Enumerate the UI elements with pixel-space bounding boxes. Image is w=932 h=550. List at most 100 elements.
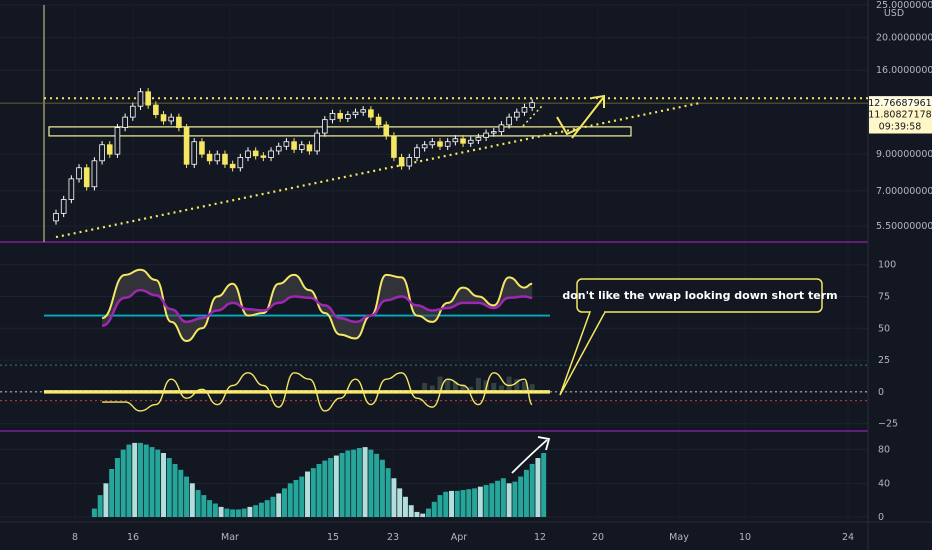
- candle-body: [483, 132, 489, 138]
- hist-bar: [258, 502, 264, 517]
- price-pane[interactable]: [0, 5, 868, 242]
- hist-bar: [339, 453, 345, 517]
- candle-body: [122, 116, 128, 128]
- candle-body: [137, 91, 144, 107]
- candle-body: [145, 91, 151, 106]
- hist-bar: [374, 453, 380, 517]
- svg-text:09:39:58: 09:39:58: [879, 122, 922, 133]
- candle-body: [298, 144, 305, 150]
- osc-bg-bar: [521, 381, 527, 392]
- callout-box[interactable]: [576, 278, 823, 313]
- candle-body: [76, 167, 82, 180]
- hist-bar: [379, 459, 385, 517]
- candle-body: [398, 157, 405, 167]
- time-tick-label: 16: [127, 532, 139, 543]
- candle-body: [214, 153, 221, 162]
- candle-body: [429, 141, 436, 146]
- hist-bar: [414, 511, 420, 517]
- hist-bar: [345, 450, 351, 517]
- price-tick-label: 20.00000000: [876, 33, 932, 44]
- hist-bar: [368, 449, 374, 517]
- currency-label: USD: [884, 8, 904, 19]
- hist-bar: [166, 458, 172, 517]
- hist-bar: [449, 490, 454, 517]
- osc-bg-bar: [429, 385, 435, 392]
- hist-bar: [385, 468, 391, 517]
- hist-bar: [143, 444, 149, 517]
- hist-bar: [512, 481, 518, 517]
- hist-bar: [472, 488, 478, 517]
- time-scale[interactable]: 8 16 Mar 15 23 Apr 12 20 May 10 24: [72, 532, 854, 543]
- candle-body: [260, 155, 267, 158]
- hist-bar: [437, 495, 443, 517]
- time-tick-label: 10: [739, 532, 751, 543]
- candle-body: [321, 119, 328, 134]
- candle-body: [406, 157, 413, 167]
- hist-bar: [103, 483, 109, 517]
- hist-bar: [138, 442, 143, 517]
- osc-tick-label: −25: [878, 419, 898, 430]
- hist-bar: [310, 468, 316, 517]
- svg-text:12.76687961: 12.76687961: [868, 98, 931, 109]
- hist-bar: [201, 495, 207, 517]
- hist-bar: [477, 486, 483, 517]
- osc-bg-bar: [529, 384, 535, 392]
- hist-bar: [184, 476, 190, 517]
- time-tick-label: Apr: [451, 532, 468, 543]
- up-arrow-head-icon: [591, 94, 605, 108]
- hist-bar: [230, 509, 236, 517]
- candle-body: [437, 141, 443, 147]
- series-1-line: [101, 268, 533, 343]
- hist-bar: [356, 447, 362, 517]
- candle-body: [529, 102, 535, 108]
- svg-text:11.80827178: 11.80827178: [868, 110, 931, 121]
- osc-tick-label: 50: [878, 323, 890, 334]
- price-tick-label: 7.00000000: [876, 186, 932, 197]
- price-scale[interactable]: USD 25.00000000 20.00000000 16.00000000 9.0…: [876, 0, 932, 523]
- hist-bar: [506, 483, 512, 517]
- hist-bar: [212, 503, 218, 517]
- osc-bg-bar: [498, 385, 504, 392]
- hist-bar: [299, 476, 305, 517]
- candle-body: [329, 112, 336, 121]
- candle-body: [421, 144, 428, 149]
- candle-body: [368, 109, 374, 118]
- candle-body: [352, 111, 359, 116]
- candle-body: [467, 139, 474, 144]
- hist-bar: [460, 490, 466, 517]
- oscillator-pane[interactable]: don't like the vwap looking down short t…: [0, 268, 868, 412]
- hist-bar: [351, 449, 357, 517]
- fill-above: [102, 269, 533, 341]
- hist-bar: [397, 488, 403, 517]
- candle-body: [506, 116, 512, 126]
- support-zone[interactable]: [48, 126, 632, 137]
- osc-bg-bar: [460, 384, 466, 392]
- osc-tick-label: 100: [878, 260, 896, 271]
- time-tick-label: 24: [842, 532, 854, 543]
- hist-bar: [189, 483, 195, 517]
- hist-bar: [541, 453, 547, 517]
- hist-bar: [91, 508, 97, 517]
- time-tick-label: 15: [327, 532, 339, 543]
- osc-bg-bar: [506, 376, 512, 392]
- hist-bar: [161, 453, 166, 517]
- histogram-pane[interactable]: [91, 436, 551, 517]
- hist-bar: [328, 458, 334, 517]
- osc-bg-bar: [468, 386, 474, 392]
- candle-body: [283, 141, 290, 147]
- time-tick-label: 20: [592, 532, 604, 543]
- candle-body: [199, 141, 205, 155]
- ascending-trendline[interactable]: [55, 101, 702, 239]
- candle-body: [521, 106, 528, 113]
- hist-bar: [316, 463, 322, 517]
- hist-bar: [362, 447, 368, 517]
- hist-bar: [305, 471, 310, 517]
- price-tick-label: 9.00000000: [876, 149, 932, 160]
- hist-bar: [333, 455, 339, 517]
- time-tick-label: May: [669, 532, 689, 543]
- time-tick-label: 8: [72, 532, 78, 543]
- candle-body: [345, 114, 351, 119]
- histogram-background: [422, 376, 535, 392]
- hist-bar: [322, 460, 328, 517]
